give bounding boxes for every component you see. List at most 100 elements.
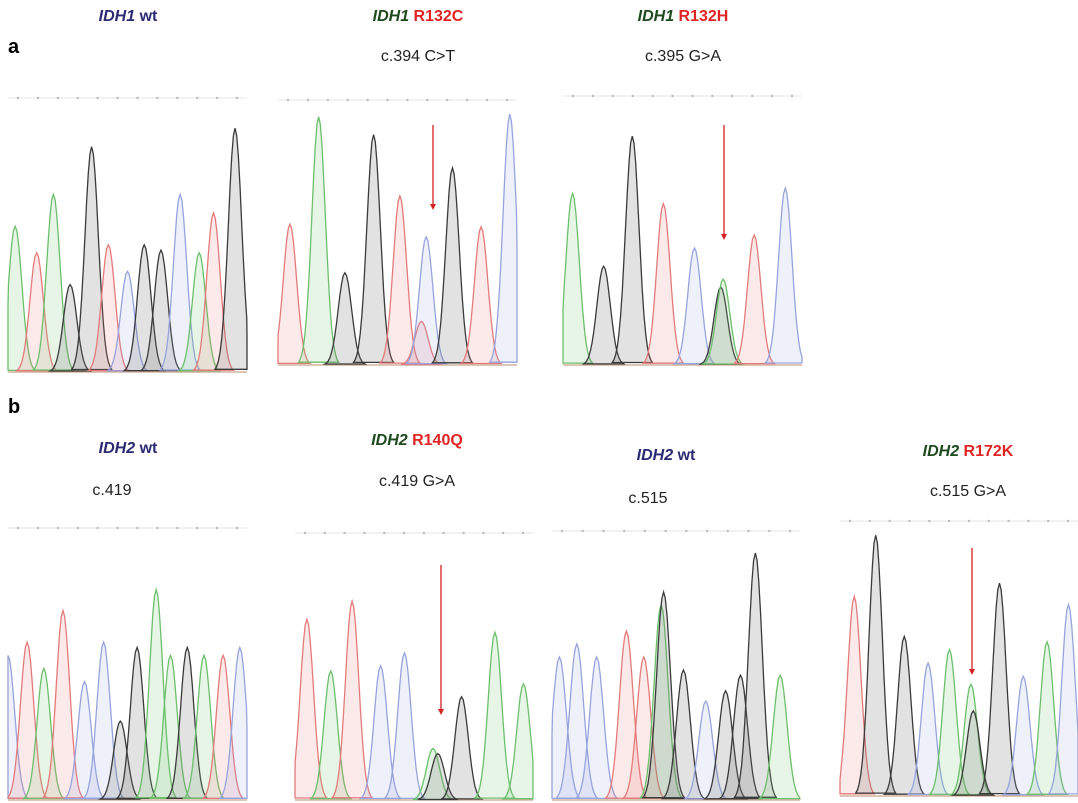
- tick-dot: [506, 99, 508, 101]
- tick-dot: [443, 532, 445, 534]
- tick-dot: [176, 527, 178, 529]
- tick-dot: [651, 95, 653, 97]
- tick-dot: [671, 95, 673, 97]
- tick-dot: [691, 95, 693, 97]
- tick-dot: [751, 95, 753, 97]
- tick-dot: [592, 95, 594, 97]
- tick-dot: [37, 527, 39, 529]
- tick-dot: [196, 97, 198, 99]
- arrow-head: [430, 204, 436, 210]
- tick-dot: [612, 95, 614, 97]
- tick-dot: [347, 99, 349, 101]
- peak: [612, 136, 652, 362]
- tick-dot: [77, 527, 79, 529]
- peak: [765, 188, 802, 363]
- peak: [734, 235, 774, 364]
- tick-dot: [466, 99, 468, 101]
- tick-dot: [747, 530, 749, 532]
- tick-dot: [791, 95, 793, 97]
- tick-dot: [216, 527, 218, 529]
- tick-dot: [116, 97, 118, 99]
- tick-dot: [522, 532, 524, 534]
- tick-dot: [768, 530, 770, 532]
- tick-dot: [1027, 520, 1029, 522]
- tick-dot: [771, 95, 773, 97]
- tick-dot: [888, 520, 890, 522]
- tick-dot: [343, 532, 345, 534]
- tick-dot: [968, 520, 970, 522]
- tick-dot: [849, 520, 851, 522]
- tick-dot: [403, 532, 405, 534]
- tick-dot: [1047, 520, 1049, 522]
- tick-dot: [446, 99, 448, 101]
- tick-dot: [236, 97, 238, 99]
- tick-dot: [304, 532, 306, 534]
- tick-dot: [1067, 520, 1069, 522]
- tick-dot: [602, 530, 604, 532]
- tick-dot: [307, 99, 309, 101]
- arrow-head: [438, 709, 444, 715]
- tick-dot: [502, 532, 504, 534]
- tick-dot: [136, 527, 138, 529]
- tick-dot: [462, 532, 464, 534]
- tick-dot: [287, 99, 289, 101]
- tick-dot: [644, 530, 646, 532]
- tick-dot: [706, 530, 708, 532]
- tick-dot: [236, 527, 238, 529]
- peak: [475, 632, 515, 798]
- tick-dot: [685, 530, 687, 532]
- tick-dot: [37, 97, 39, 99]
- tick-dot: [57, 527, 59, 529]
- tick-dot: [789, 530, 791, 532]
- peak: [563, 193, 593, 363]
- tick-dot: [727, 530, 729, 532]
- tick-dot: [908, 520, 910, 522]
- tick-dot: [632, 95, 634, 97]
- tick-dot: [216, 97, 218, 99]
- peak: [674, 248, 714, 364]
- tick-dot: [869, 520, 871, 522]
- tick-dot: [988, 520, 990, 522]
- tick-dot: [406, 99, 408, 101]
- tick-dot: [423, 532, 425, 534]
- tick-dot: [324, 532, 326, 534]
- tick-dot: [17, 97, 19, 99]
- tick-dot: [116, 527, 118, 529]
- tick-dot: [366, 99, 368, 101]
- tick-dot: [57, 97, 59, 99]
- tick-dot: [928, 520, 930, 522]
- tick-dot: [96, 527, 98, 529]
- tick-dot: [1007, 520, 1009, 522]
- arrow-head: [969, 669, 975, 675]
- tick-dot: [572, 95, 574, 97]
- tick-dot: [664, 530, 666, 532]
- tick-dot: [623, 530, 625, 532]
- tick-dot: [561, 530, 563, 532]
- tick-dot: [731, 95, 733, 97]
- peak: [432, 168, 472, 363]
- tick-dot: [482, 532, 484, 534]
- peak: [490, 114, 517, 362]
- tick-dot: [426, 99, 428, 101]
- tick-dot: [363, 532, 365, 534]
- tick-dot: [156, 97, 158, 99]
- peak: [299, 117, 339, 363]
- tick-dot: [156, 527, 158, 529]
- tick-dot: [196, 527, 198, 529]
- tick-dot: [176, 97, 178, 99]
- tick-dot: [96, 97, 98, 99]
- tick-dot: [77, 97, 79, 99]
- tick-dot: [383, 532, 385, 534]
- tick-dot: [17, 527, 19, 529]
- tick-dot: [582, 530, 584, 532]
- tick-dot: [136, 97, 138, 99]
- tick-dot: [711, 95, 713, 97]
- tick-dot: [486, 99, 488, 101]
- tick-dot: [327, 99, 329, 101]
- tick-dot: [948, 520, 950, 522]
- tick-dot: [386, 99, 388, 101]
- peak: [643, 204, 683, 363]
- arrow-head: [721, 234, 727, 240]
- chromatograms: [0, 0, 1078, 803]
- figure: {"panels": [ {"label": "a", "traces": [ …: [0, 0, 1078, 803]
